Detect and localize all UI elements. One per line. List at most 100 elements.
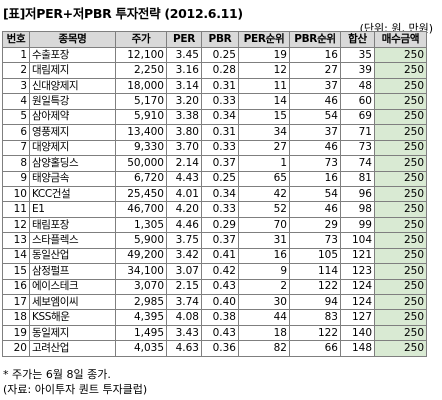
cell-per-rank: 19 <box>239 48 290 63</box>
cell-per-rank: 18 <box>239 325 290 340</box>
cell-pbr: 0.34 <box>202 186 239 201</box>
cell-sum: 96 <box>341 186 375 201</box>
table-row: 9 태양금속 6,720 4.43 0.25 65 16 81 250 <box>3 171 427 186</box>
cell-no: 7 <box>3 140 30 155</box>
cell-name: 세보엠이씨 <box>30 295 116 310</box>
cell-sum: 60 <box>341 94 375 109</box>
cell-per: 4.20 <box>167 202 202 217</box>
cell-per: 3.07 <box>167 264 202 279</box>
cell-sum: 35 <box>341 48 375 63</box>
cell-sum: 123 <box>341 264 375 279</box>
cell-name: 원일특강 <box>30 94 116 109</box>
cell-per-rank: 12 <box>239 63 290 78</box>
cell-pbr-rank: 73 <box>290 233 341 248</box>
header-pbr-rank: PBR순위 <box>290 32 341 48</box>
cell-name: 대양제지 <box>30 140 116 155</box>
cell-per: 4.01 <box>167 186 202 201</box>
table-body: 1 수출포장 12,100 3.45 0.25 19 16 35 250 2 대림제지 2,250 3.… <box>3 48 427 357</box>
table-row: 5 삼아제약 5,910 3.38 0.34 15 54 69 250 <box>3 109 427 124</box>
table-row: 8 삼양홀딩스 50,000 2.14 0.37 1 73 74 250 <box>3 156 427 171</box>
cell-pbr-rank: 54 <box>290 109 341 124</box>
cell-per: 3.45 <box>167 48 202 63</box>
cell-per-rank: 44 <box>239 310 290 325</box>
cell-name: 영풍제지 <box>30 125 116 140</box>
cell-per: 3.75 <box>167 233 202 248</box>
cell-pbr-rank: 114 <box>290 264 341 279</box>
cell-amount: 250 <box>375 325 427 340</box>
table-row: 4 원일특강 5,170 3.20 0.33 14 46 60 250 <box>3 94 427 109</box>
cell-sum: 71 <box>341 125 375 140</box>
cell-price: 9,330 <box>116 140 167 155</box>
cell-pbr: 0.38 <box>202 310 239 325</box>
cell-no: 15 <box>3 264 30 279</box>
footnote-source: (자료: 아이투자 퀀트 투자클럽) <box>3 381 147 397</box>
cell-sum: 127 <box>341 310 375 325</box>
cell-name: 대림제지 <box>30 63 116 78</box>
cell-pbr-rank: 83 <box>290 310 341 325</box>
cell-pbr: 0.34 <box>202 109 239 124</box>
cell-per-rank: 65 <box>239 171 290 186</box>
cell-per: 3.43 <box>167 325 202 340</box>
cell-per: 3.42 <box>167 248 202 263</box>
cell-amount: 250 <box>375 310 427 325</box>
cell-amount: 250 <box>375 279 427 294</box>
cell-amount: 250 <box>375 341 427 356</box>
cell-amount: 250 <box>375 171 427 186</box>
cell-amount: 250 <box>375 63 427 78</box>
cell-amount: 250 <box>375 186 427 201</box>
cell-name: 동일제지 <box>30 325 116 340</box>
table-row: 7 대양제지 9,330 3.70 0.33 27 46 73 250 <box>3 140 427 155</box>
stock-table: 번호 종목명 주가 PER PBR PER순위 PBR순위 합산 매수금액 1 수출포장 12,10… <box>2 31 427 357</box>
cell-pbr-rank: 105 <box>290 248 341 263</box>
table-row: 15 삼정펄프 34,100 3.07 0.42 9 114 123 250 <box>3 264 427 279</box>
header-pbr: PBR <box>202 32 239 48</box>
header-per-rank: PER순위 <box>239 32 290 48</box>
cell-pbr: 0.36 <box>202 341 239 356</box>
cell-pbr: 0.37 <box>202 156 239 171</box>
cell-sum: 98 <box>341 202 375 217</box>
cell-price: 4,395 <box>116 310 167 325</box>
cell-per: 3.16 <box>167 63 202 78</box>
table-row: 1 수출포장 12,100 3.45 0.25 19 16 35 250 <box>3 48 427 63</box>
cell-per-rank: 42 <box>239 186 290 201</box>
cell-pbr-rank: 73 <box>290 156 341 171</box>
cell-price: 25,450 <box>116 186 167 201</box>
cell-pbr-rank: 46 <box>290 140 341 155</box>
cell-price: 2,250 <box>116 63 167 78</box>
cell-sum: 81 <box>341 171 375 186</box>
cell-name: KSS해운 <box>30 310 116 325</box>
cell-no: 2 <box>3 63 30 78</box>
cell-no: 8 <box>3 156 30 171</box>
cell-per: 3.14 <box>167 78 202 93</box>
cell-no: 1 <box>3 48 30 63</box>
cell-name: 동일산업 <box>30 248 116 263</box>
cell-per-rank: 16 <box>239 248 290 263</box>
table-row: 19 동일제지 1,495 3.43 0.43 18 122 140 250 <box>3 325 427 340</box>
cell-amount: 250 <box>375 94 427 109</box>
cell-per-rank: 1 <box>239 156 290 171</box>
cell-pbr-rank: 54 <box>290 186 341 201</box>
cell-pbr: 0.43 <box>202 279 239 294</box>
cell-pbr: 0.28 <box>202 63 239 78</box>
header-name: 종목명 <box>30 32 116 48</box>
cell-no: 4 <box>3 94 30 109</box>
cell-name: 삼정펄프 <box>30 264 116 279</box>
cell-name: 삼아제약 <box>30 109 116 124</box>
cell-amount: 250 <box>375 295 427 310</box>
cell-per-rank: 52 <box>239 202 290 217</box>
cell-no: 17 <box>3 295 30 310</box>
cell-price: 1,495 <box>116 325 167 340</box>
cell-pbr: 0.40 <box>202 295 239 310</box>
cell-name: KCC건설 <box>30 186 116 201</box>
cell-name: 태양금속 <box>30 171 116 186</box>
table-row: 20 고려산업 4,035 4.63 0.36 82 66 148 250 <box>3 341 427 356</box>
cell-sum: 99 <box>341 217 375 232</box>
cell-price: 4,035 <box>116 341 167 356</box>
cell-sum: 148 <box>341 341 375 356</box>
table-header-row: 번호 종목명 주가 PER PBR PER순위 PBR순위 합산 매수금액 <box>3 32 427 48</box>
cell-amount: 250 <box>375 248 427 263</box>
cell-price: 5,910 <box>116 109 167 124</box>
cell-no: 3 <box>3 78 30 93</box>
cell-per: 2.14 <box>167 156 202 171</box>
cell-per-rank: 31 <box>239 233 290 248</box>
